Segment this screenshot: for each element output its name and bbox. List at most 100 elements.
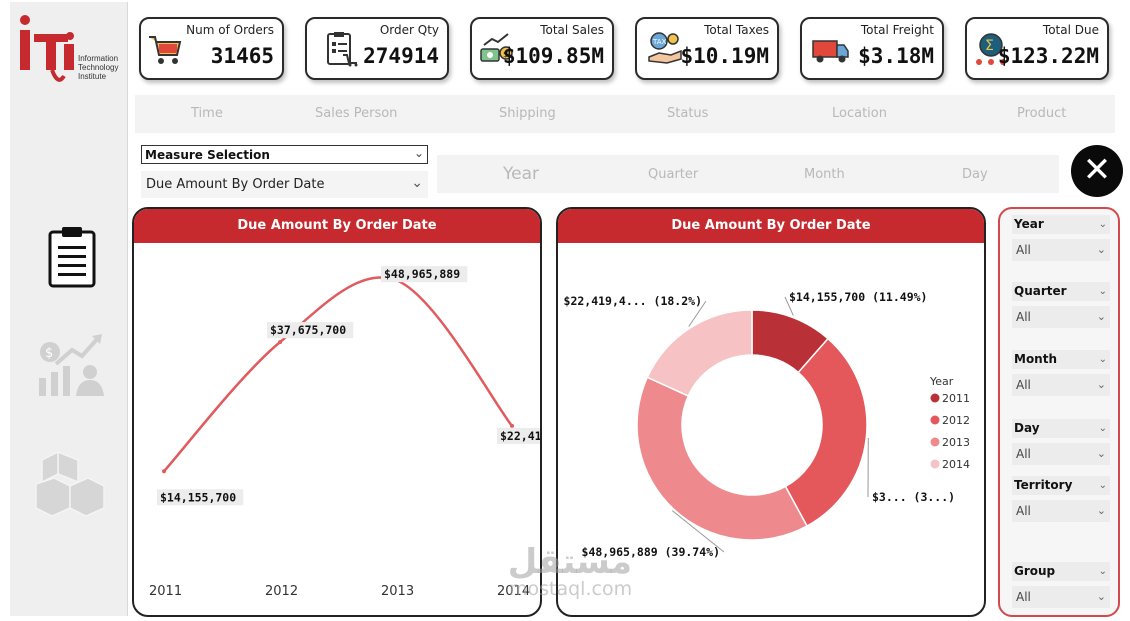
kpi-value: 31465 xyxy=(210,44,274,68)
data-label: $14,155,700 xyxy=(160,490,236,504)
filter-dropdown[interactable]: All ⌄ xyxy=(1012,586,1110,608)
x-tick-label: 2014 xyxy=(497,584,530,599)
filter-label[interactable]: Year ⌄ xyxy=(1012,215,1110,234)
x-tick-label: 2013 xyxy=(381,584,414,599)
nav-tab-time[interactable]: Time xyxy=(191,106,223,121)
watermark-arabic: مستقل xyxy=(507,542,633,582)
data-label: $3... (3...) xyxy=(872,490,955,504)
chevron-down-icon: ⌄ xyxy=(1098,423,1107,434)
chevron-down-icon: ⌄ xyxy=(1098,354,1107,365)
chevron-down-icon: ⌄ xyxy=(1096,590,1106,603)
sales-growth-icon[interactable]: $ xyxy=(36,330,106,404)
logo-text-line: Technology xyxy=(78,63,119,72)
data-label: $48,965,889 (39.74%) xyxy=(582,545,720,559)
chevron-down-icon: ⌄ xyxy=(1096,447,1106,460)
svg-text:Σ: Σ xyxy=(985,38,994,54)
measure-selection-header[interactable]: Measure Selection ⌄ xyxy=(141,145,428,164)
filter-label-text: Territory xyxy=(1014,478,1073,492)
chevron-down-icon: ⌄ xyxy=(413,146,424,160)
date-level-quarter[interactable]: Quarter xyxy=(648,167,699,182)
nav-tab-status[interactable]: Status xyxy=(667,106,709,121)
nav-tab-sales-person[interactable]: Sales Person xyxy=(315,106,398,121)
filter-label[interactable]: Day ⌄ xyxy=(1012,419,1110,438)
nav-tab-product[interactable]: Product xyxy=(1017,106,1067,121)
line-chart-card: Due Amount By Order Date $14,155,700 $37,… xyxy=(132,207,542,617)
filter-panel: Year ⌄ All ⌄ Quarter ⌄ All ⌄ Month ⌄ All ⌄ Day… xyxy=(998,207,1120,617)
data-point xyxy=(278,340,282,345)
filter-label[interactable]: Quarter ⌄ xyxy=(1012,282,1110,301)
watermark-latin: mostaql.com xyxy=(509,578,633,600)
date-level-month[interactable]: Month xyxy=(804,167,845,182)
filter-dropdown[interactable]: All ⌄ xyxy=(1012,306,1110,328)
chevron-down-icon: ⌄ xyxy=(1096,310,1106,323)
shopping-cart-icon xyxy=(147,31,183,67)
kpi-card-total-sales: $ Total Sales $109.85M xyxy=(470,17,614,80)
legend-marker xyxy=(930,415,940,425)
legend-marker xyxy=(930,437,940,447)
filter-label[interactable]: Month ⌄ xyxy=(1012,350,1110,369)
kpi-card-total-taxes: TAX Total Taxes $10.19M xyxy=(635,17,779,80)
legend-label: 2014 xyxy=(942,458,970,471)
filter-dropdown[interactable]: All ⌄ xyxy=(1012,443,1110,465)
date-level-day[interactable]: Day xyxy=(962,167,988,182)
order-checklist-icon xyxy=(323,31,359,67)
legend-title: Year xyxy=(929,375,954,388)
kpi-card-total-freight: Total Freight $3.18M xyxy=(800,17,944,80)
logo-text-line: Institute xyxy=(78,72,107,81)
data-label-background xyxy=(381,266,468,283)
tax-hand-icon: TAX xyxy=(647,31,683,67)
filter-label[interactable]: Group ⌄ xyxy=(1012,562,1110,581)
watermark: مستقل mostaql.com xyxy=(495,545,632,599)
x-tick-label: 2012 xyxy=(265,584,298,599)
filter-dropdown[interactable]: All ⌄ xyxy=(1012,239,1110,261)
filter-value: All xyxy=(1016,378,1031,392)
data-label-background xyxy=(157,489,244,506)
logo-text-line: Information xyxy=(78,54,119,63)
data-label: $48,965,889 xyxy=(384,267,460,281)
filter-label[interactable]: Territory ⌄ xyxy=(1012,476,1110,495)
filter-dropdown[interactable]: All ⌄ xyxy=(1012,500,1110,522)
kpi-value: $109.85M xyxy=(502,44,604,68)
filter-territory: Territory ⌄ All ⌄ xyxy=(1012,476,1110,522)
close-button[interactable]: ✕ xyxy=(1071,145,1123,197)
donut-slice xyxy=(784,337,868,528)
kpi-label: Total Taxes xyxy=(704,23,769,37)
data-label: $22,419,499 xyxy=(500,429,542,443)
truck-icon xyxy=(812,31,849,67)
svg-text:$: $ xyxy=(45,346,53,361)
chevron-down-icon: ⌄ xyxy=(1096,504,1106,517)
filter-month: Month ⌄ All ⌄ xyxy=(1012,350,1110,396)
report-clipboard-icon[interactable] xyxy=(46,224,98,292)
filter-dropdown[interactable]: All ⌄ xyxy=(1012,374,1110,396)
filter-year: Year ⌄ All ⌄ xyxy=(1012,215,1110,261)
leader-line xyxy=(688,300,707,327)
boxes-icon[interactable] xyxy=(34,450,106,526)
svg-text:TAX: TAX xyxy=(652,38,667,46)
legend-marker xyxy=(930,393,940,403)
legend-label: 2013 xyxy=(942,436,970,449)
donut-chart: $14,155,700 (11.49%) $3... (3...) $48,965,… xyxy=(564,290,970,559)
leader-line xyxy=(784,296,794,316)
logo-text: Information Technology Institute xyxy=(78,54,118,81)
kpi-value: $123.22M xyxy=(997,44,1099,68)
nav-tab-shipping[interactable]: Shipping xyxy=(499,106,556,121)
chevron-down-icon: ⌄ xyxy=(1098,286,1107,297)
kpi-card-order-qty: Order Qty 274914 xyxy=(305,17,449,80)
kpi-label: Total Due xyxy=(1042,23,1099,37)
kpi-value: $10.19M xyxy=(680,44,769,68)
donut-slice xyxy=(636,376,809,541)
due-coin-icon: Σ xyxy=(973,31,1009,67)
date-level-year[interactable]: Year xyxy=(503,164,539,184)
line-chart: $14,155,700 $37,675,700 $48,965,889 $22,419… xyxy=(149,266,542,599)
measure-selection-dropdown[interactable]: Due Amount By Order Date ⌄ xyxy=(141,171,428,198)
filter-label-text: Year xyxy=(1014,217,1044,231)
filter-label-text: Group xyxy=(1014,564,1056,578)
legend-label: 2012 xyxy=(942,414,970,427)
data-point xyxy=(162,469,166,474)
nav-tab-location[interactable]: Location xyxy=(832,106,887,121)
leader-line xyxy=(671,510,725,553)
filter-value: All xyxy=(1016,243,1031,257)
filter-value: All xyxy=(1016,504,1031,518)
kpi-value: 274914 xyxy=(363,44,439,68)
x-tick-label: 2011 xyxy=(149,584,182,599)
